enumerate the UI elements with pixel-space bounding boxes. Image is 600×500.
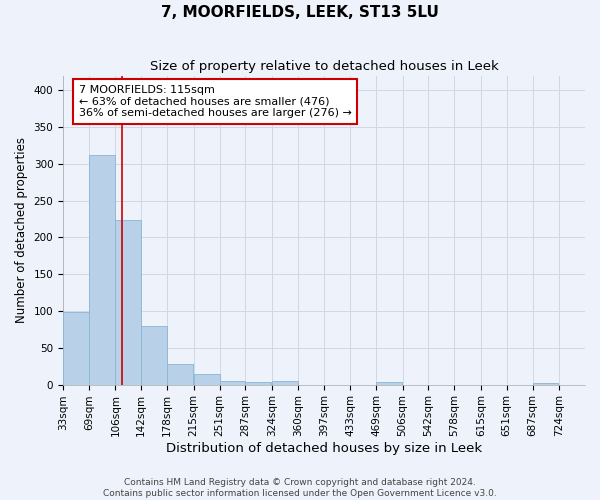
Bar (141, 326, 167, 384)
Bar (533, 383, 559, 384)
X-axis label: Distribution of detached houses by size in Leek: Distribution of detached houses by size … (166, 442, 482, 455)
Bar (63, 312, 89, 384)
Bar (89, 155, 115, 384)
Bar (194, 374, 220, 384)
Bar (272, 381, 298, 384)
Title: Size of property relative to detached houses in Leek: Size of property relative to detached ho… (149, 60, 499, 73)
Bar (167, 364, 193, 384)
Bar (220, 381, 245, 384)
Bar (376, 382, 402, 384)
Bar (115, 220, 141, 384)
Text: Contains HM Land Registry data © Crown copyright and database right 2024.
Contai: Contains HM Land Registry data © Crown c… (103, 478, 497, 498)
Text: 7, MOORFIELDS, LEEK, ST13 5LU: 7, MOORFIELDS, LEEK, ST13 5LU (161, 5, 439, 20)
Y-axis label: Number of detached properties: Number of detached properties (15, 137, 28, 323)
Bar (245, 382, 271, 384)
Text: 7 MOORFIELDS: 115sqm
← 63% of detached houses are smaller (476)
36% of semi-deta: 7 MOORFIELDS: 115sqm ← 63% of detached h… (79, 85, 352, 118)
